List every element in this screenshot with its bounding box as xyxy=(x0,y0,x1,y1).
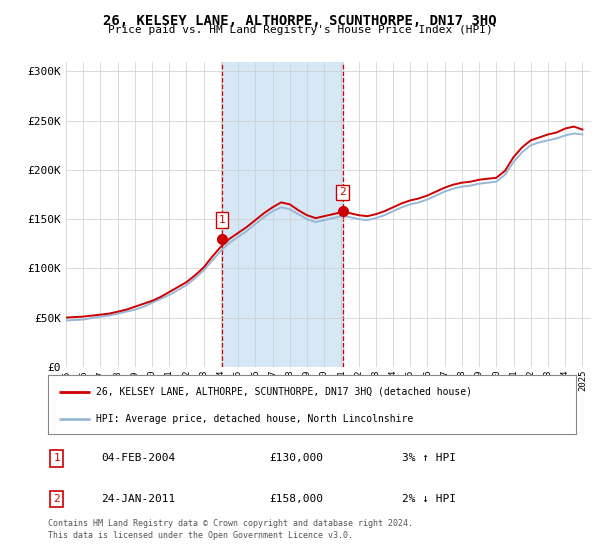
Text: 2: 2 xyxy=(339,188,346,198)
Text: Contains HM Land Registry data © Crown copyright and database right 2024.: Contains HM Land Registry data © Crown c… xyxy=(48,519,413,528)
Text: 3% ↑ HPI: 3% ↑ HPI xyxy=(402,453,456,463)
Text: 26, KELSEY LANE, ALTHORPE, SCUNTHORPE, DN17 3HQ: 26, KELSEY LANE, ALTHORPE, SCUNTHORPE, D… xyxy=(103,14,497,28)
Bar xyxy=(222,62,343,367)
Text: 1: 1 xyxy=(53,453,60,463)
Text: 1: 1 xyxy=(219,215,226,225)
Text: This data is licensed under the Open Government Licence v3.0.: This data is licensed under the Open Gov… xyxy=(48,531,353,540)
Text: 24-JAN-2011: 24-JAN-2011 xyxy=(101,494,175,504)
Text: 04-FEB-2004: 04-FEB-2004 xyxy=(101,453,175,463)
Text: £158,000: £158,000 xyxy=(270,494,324,504)
Text: 2: 2 xyxy=(53,494,60,504)
Text: HPI: Average price, detached house, North Lincolnshire: HPI: Average price, detached house, Nort… xyxy=(95,414,413,424)
Text: 2% ↓ HPI: 2% ↓ HPI xyxy=(402,494,456,504)
Text: Price paid vs. HM Land Registry's House Price Index (HPI): Price paid vs. HM Land Registry's House … xyxy=(107,25,493,35)
Text: £130,000: £130,000 xyxy=(270,453,324,463)
Text: 26, KELSEY LANE, ALTHORPE, SCUNTHORPE, DN17 3HQ (detached house): 26, KELSEY LANE, ALTHORPE, SCUNTHORPE, D… xyxy=(95,386,472,396)
